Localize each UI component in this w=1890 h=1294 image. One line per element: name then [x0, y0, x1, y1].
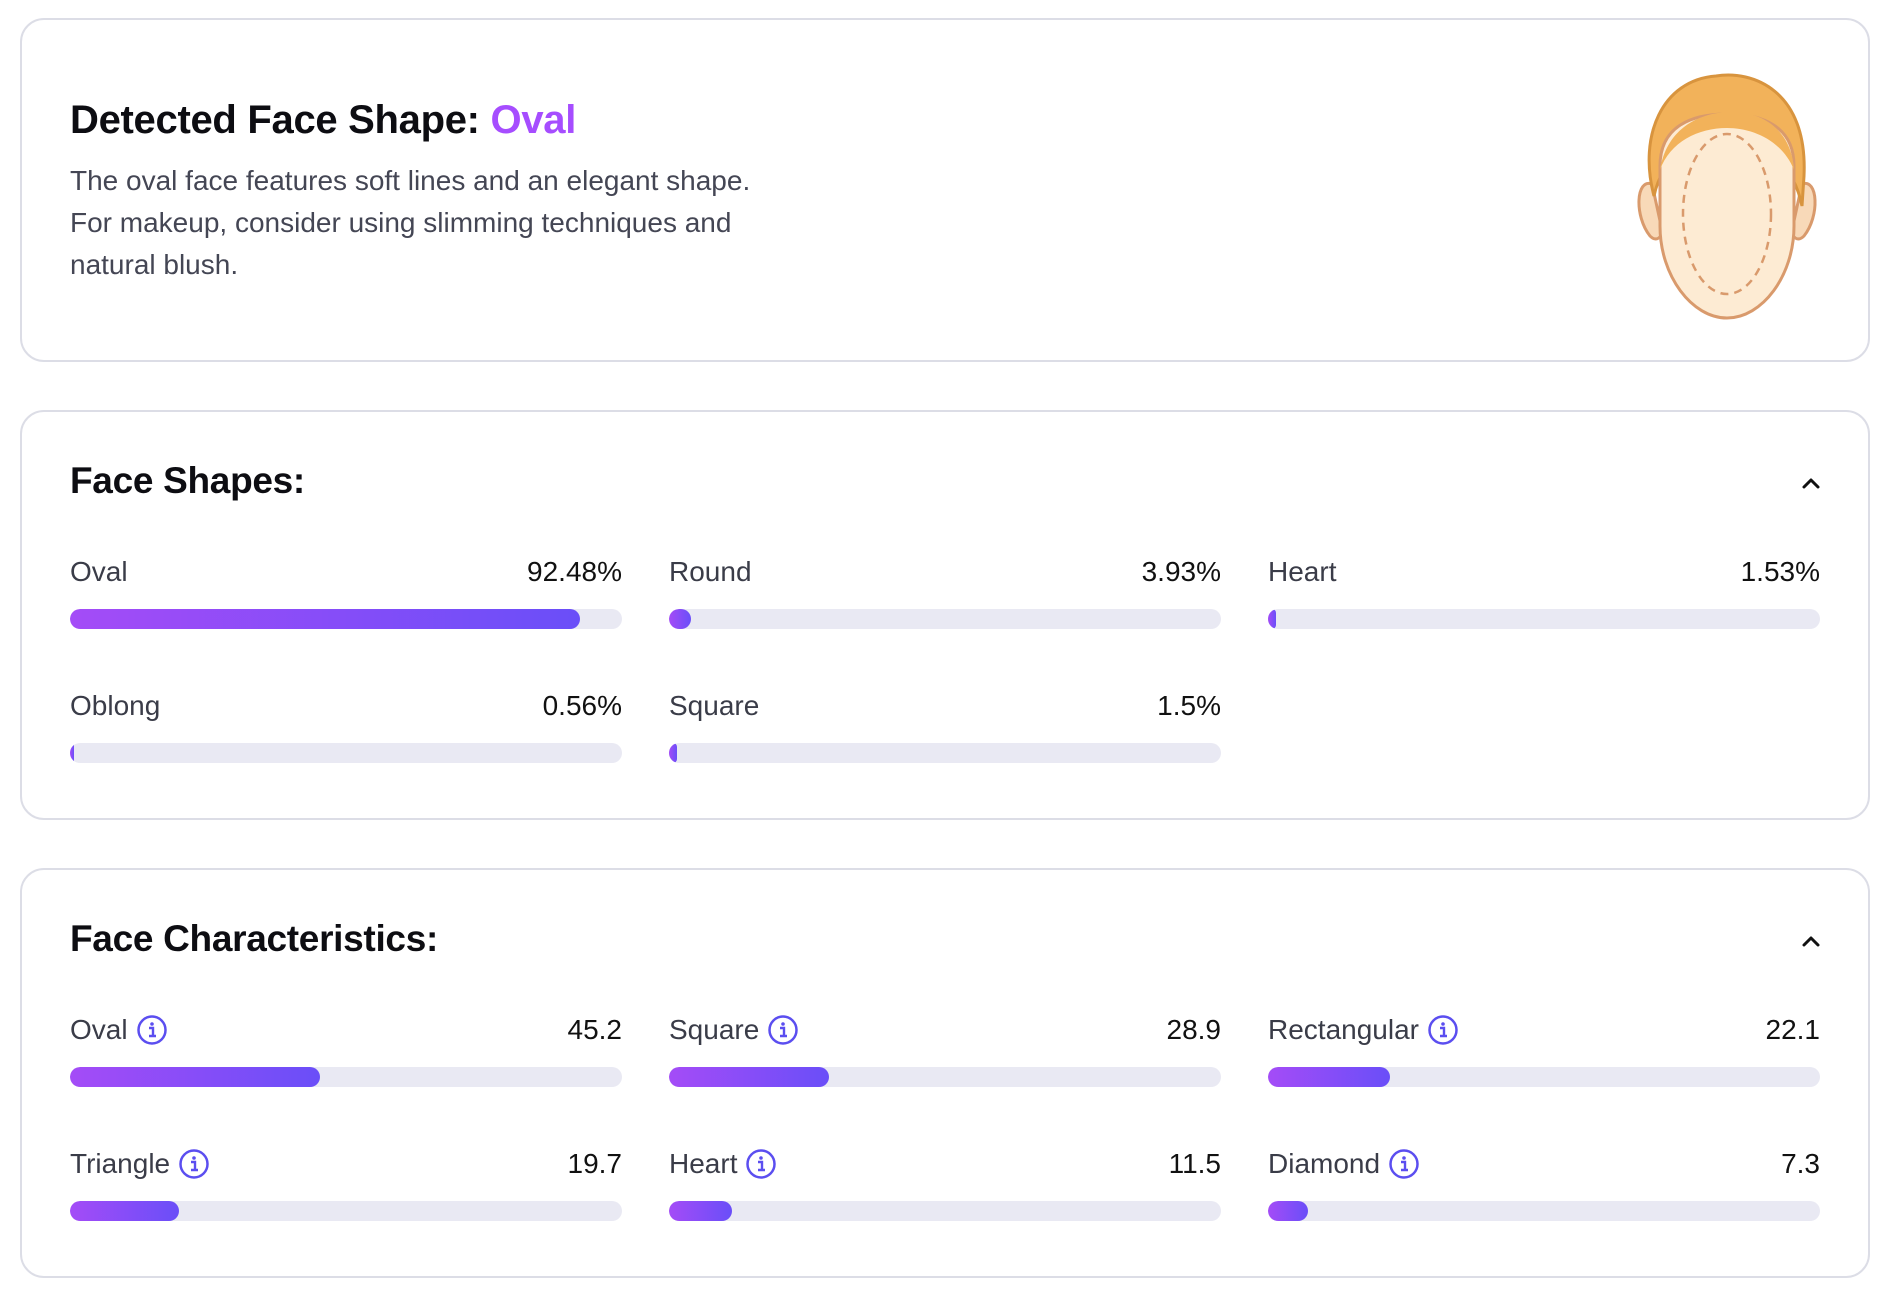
progress-track [669, 1067, 1221, 1087]
progress-fill [1268, 1201, 1309, 1221]
detected-shape-title: Detected Face Shape: Oval [70, 98, 576, 143]
metric-label-text: Triangle [70, 1148, 171, 1179]
progress-track [1268, 1201, 1820, 1221]
face-characteristics-title: Face Characteristics: [70, 918, 439, 959]
metric-value: 0.56% [542, 690, 622, 721]
metric-label-text: Square [669, 1014, 760, 1045]
progress-track [70, 1067, 622, 1087]
metric-label: Oblong [70, 690, 161, 721]
progress-fill [669, 743, 678, 763]
progress-track [669, 743, 1221, 763]
progress-track [1268, 1067, 1820, 1087]
characteristic-metric-square: Square 28.9 [669, 1012, 1221, 1122]
progress-track [669, 609, 1221, 629]
characteristic-metric-diamond: Diamond 7.3 [1268, 1146, 1820, 1256]
characteristic-metric-heart: Heart 11.5 [669, 1146, 1221, 1256]
face-characteristics-card: Face Characteristics: Oval 45.2 Square 2… [20, 868, 1870, 1278]
progress-fill [70, 1067, 320, 1087]
progress-fill [1268, 609, 1277, 629]
metric-label-text: Heart [669, 1148, 738, 1179]
metric-label: Round [669, 556, 752, 587]
face-shape-metric-square: Square 1.5% [669, 688, 1221, 798]
metric-value: 22.1 [1765, 1014, 1821, 1045]
metric-value: 45.2 [567, 1014, 623, 1045]
metric-value: 19.7 [567, 1148, 623, 1179]
info-icon[interactable] [178, 1148, 210, 1180]
metric-value: 28.9 [1166, 1014, 1222, 1045]
progress-track [1268, 609, 1820, 629]
progress-fill [70, 1201, 179, 1221]
face-shape-metric-oval: Oval 92.48% [70, 554, 622, 664]
metric-label-text: Rectangular [1268, 1014, 1419, 1045]
face-shape-metric-heart: Heart 1.53% [1268, 554, 1820, 664]
progress-track [70, 609, 622, 629]
info-icon[interactable] [1427, 1014, 1459, 1046]
detected-shape-name: Oval [490, 98, 577, 142]
metric-value: 3.93% [1141, 556, 1221, 587]
progress-fill [70, 609, 581, 629]
metric-label: Diamond [1268, 1146, 1420, 1182]
face-shape-metric-round: Round 3.93% [669, 554, 1221, 664]
progress-fill [669, 1067, 829, 1087]
progress-track [669, 1201, 1221, 1221]
characteristic-metric-rectangular: Rectangular 22.1 [1268, 1012, 1820, 1122]
info-icon[interactable] [767, 1014, 799, 1046]
progress-fill [669, 609, 691, 629]
progress-fill [1268, 1067, 1390, 1087]
face-shapes-card: Face Shapes: Oval 92.48% Round 3.93% Hea… [20, 410, 1870, 820]
metric-label: Oval [70, 1012, 168, 1048]
metric-value: 1.53% [1740, 556, 1820, 587]
metric-label: Triangle [70, 1146, 210, 1182]
metric-value: 7.3 [1781, 1148, 1820, 1179]
metric-label: Square [669, 690, 760, 721]
characteristic-metric-oval: Oval 45.2 [70, 1012, 622, 1122]
chevron-up-icon[interactable] [1796, 926, 1826, 956]
info-icon[interactable] [1388, 1148, 1420, 1180]
detected-shape-prefix: Detected Face Shape: [70, 98, 480, 142]
progress-fill [669, 1201, 733, 1221]
metric-label: Rectangular [1268, 1012, 1459, 1048]
progress-track [70, 1201, 622, 1221]
face-shape-metric-oblong: Oblong 0.56% [70, 688, 622, 798]
progress-track [70, 743, 622, 763]
face-shapes-title: Face Shapes: [70, 460, 305, 501]
metric-label-text: Oval [70, 1014, 128, 1045]
face-illustration-icon [1637, 73, 1817, 320]
chevron-up-icon[interactable] [1796, 468, 1826, 498]
detected-shape-card: Detected Face Shape: Oval The oval face … [20, 18, 1870, 362]
detected-shape-description: The oval face features soft lines and an… [70, 165, 751, 280]
metric-value: 11.5 [1168, 1148, 1221, 1179]
metric-label: Heart [669, 1146, 777, 1182]
metric-label-text: Diamond [1268, 1148, 1381, 1179]
progress-fill [70, 743, 74, 763]
characteristic-metric-triangle: Triangle 19.7 [70, 1146, 622, 1256]
metric-label: Square [669, 1012, 799, 1048]
metric-value: 1.5% [1157, 690, 1221, 721]
info-icon[interactable] [745, 1148, 777, 1180]
metric-label: Oval [70, 556, 128, 587]
info-icon[interactable] [136, 1014, 168, 1046]
metric-value: 92.48% [527, 556, 622, 587]
metric-label: Heart [1268, 556, 1337, 587]
